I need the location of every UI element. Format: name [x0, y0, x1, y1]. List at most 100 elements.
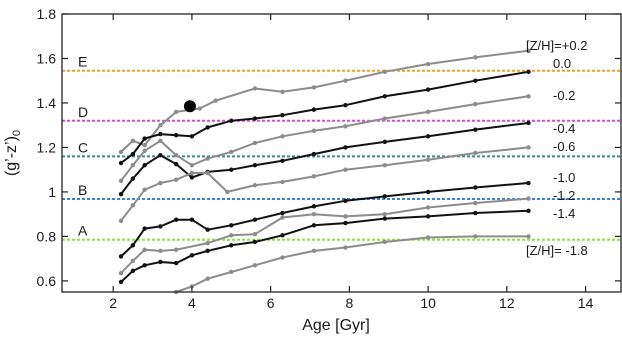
- data-point: [425, 157, 431, 162]
- data-point: [252, 263, 258, 268]
- data-point: [205, 240, 210, 246]
- data-point: [130, 163, 136, 168]
- data-point: [118, 191, 124, 197]
- data-point: [311, 151, 317, 157]
- data-point: [311, 174, 317, 179]
- series-line: [120, 182, 529, 258]
- data-point: [189, 175, 195, 180]
- data-point: [130, 138, 136, 143]
- data-point: [189, 217, 195, 222]
- y-tick-label: 0.8: [37, 228, 57, 244]
- data-point: [118, 279, 124, 285]
- data-point: [158, 131, 163, 137]
- band-label: E: [78, 54, 87, 70]
- data-point: [526, 69, 531, 75]
- data-point: [280, 215, 285, 220]
- data-point: [205, 125, 210, 130]
- data-point: [473, 150, 478, 156]
- data-point: [158, 138, 163, 143]
- data-point: [173, 133, 179, 138]
- data-point: [343, 102, 348, 108]
- data-point: [252, 239, 258, 245]
- data-point: [473, 200, 478, 206]
- data-point: [311, 204, 317, 209]
- data-point: [197, 106, 202, 111]
- series-line: [120, 95, 529, 182]
- series-label: -0.2: [553, 88, 575, 103]
- data-point: [252, 116, 258, 121]
- series-label: [Z/H]=+0.2: [526, 38, 587, 53]
- y-tick-label: 1.8: [37, 6, 57, 22]
- data-point: [142, 163, 147, 168]
- data-point: [473, 101, 478, 107]
- data-point: [311, 211, 317, 217]
- data-point: [158, 248, 163, 254]
- data-point: [526, 208, 531, 214]
- x-axis-title: Age [Gyr]: [302, 317, 370, 334]
- x-tick-label: 4: [188, 295, 196, 311]
- data-point: [142, 247, 147, 252]
- data-point: [118, 218, 124, 224]
- y-tick-label: 0.6: [37, 273, 57, 289]
- data-point: [473, 78, 478, 83]
- data-point: [158, 224, 163, 229]
- data-point: [142, 263, 147, 268]
- data-point: [280, 112, 285, 118]
- data-point: [205, 276, 210, 281]
- data-point: [425, 189, 431, 195]
- data-point: [425, 235, 431, 240]
- data-point: [205, 156, 210, 161]
- x-tick-label: 8: [345, 295, 353, 311]
- data-point: [280, 233, 285, 238]
- data-point: [118, 270, 124, 276]
- data-point: [118, 160, 124, 166]
- y-tick-label: 1.4: [37, 95, 57, 111]
- data-point: [173, 153, 179, 158]
- data-point: [252, 231, 258, 237]
- data-point: [173, 109, 179, 115]
- y-axis-title: (g’-z’)0: [3, 130, 23, 176]
- data-point: [158, 180, 163, 186]
- series-label: 0.0: [553, 56, 571, 71]
- data-point: [343, 245, 348, 250]
- data-point: [130, 268, 136, 274]
- data-point: [252, 140, 258, 146]
- data-point: [280, 210, 285, 216]
- data-point: [130, 258, 136, 264]
- data-point: [473, 185, 478, 190]
- data-point: [382, 239, 388, 245]
- data-point: [425, 134, 431, 139]
- data-point: [252, 217, 258, 222]
- data-point: [343, 167, 348, 172]
- data-point: [142, 148, 147, 153]
- data-point: [142, 136, 147, 141]
- data-point: [280, 179, 285, 185]
- x-tick-label: 12: [499, 295, 515, 311]
- data-point: [425, 87, 431, 92]
- data-point: [311, 223, 317, 228]
- data-point: [382, 116, 388, 121]
- data-point: [280, 89, 285, 95]
- data-point: [173, 177, 179, 182]
- y-axis-title-main: (g’-z’): [3, 136, 20, 176]
- data-point: [382, 69, 388, 75]
- data-point: [173, 260, 179, 266]
- axis-ticks: 2 4 6 8 10 12 14 0.6 0.8 1 1.2 1.4 1.6 1.8: [37, 6, 621, 311]
- series-label: -1.0: [553, 170, 575, 185]
- data-point: [473, 127, 478, 132]
- data-point: [189, 170, 195, 176]
- data-point: [229, 223, 234, 228]
- data-point: [229, 118, 234, 123]
- y-tick-label: 1.2: [37, 139, 57, 155]
- data-point: [173, 161, 179, 167]
- data-point: [252, 163, 258, 168]
- data-point: [130, 176, 136, 181]
- data-point: [343, 124, 348, 129]
- axes: [61, 13, 622, 293]
- marker-point: [183, 100, 196, 113]
- data-point: [189, 253, 195, 258]
- data-point: [205, 248, 210, 254]
- data-point: [142, 226, 147, 231]
- data-point: [526, 180, 531, 186]
